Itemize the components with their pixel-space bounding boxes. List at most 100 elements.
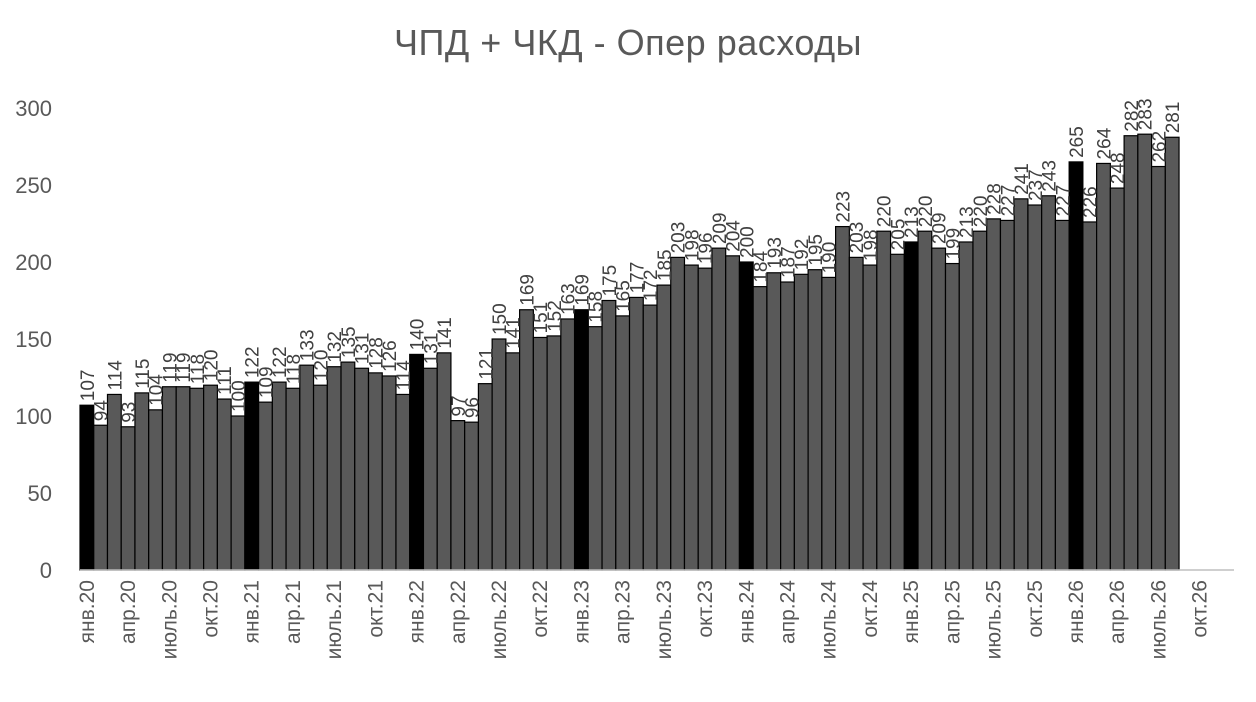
data-label: 131 (421, 333, 442, 365)
data-label: 121 (476, 348, 497, 380)
bar (464, 421, 480, 571)
x-tick-label: окт.26 (1189, 580, 1212, 638)
data-label: 241 (1012, 163, 1033, 195)
data-label: 264 (1094, 127, 1115, 159)
bar (1082, 221, 1098, 571)
data-label: 213 (957, 206, 978, 238)
data-label: 237 (1026, 169, 1047, 201)
bar (807, 269, 823, 571)
bar (986, 218, 1002, 571)
x-tick-label: окт.20 (200, 580, 223, 638)
x-tick-label: янв.25 (900, 580, 923, 643)
bar (546, 335, 562, 571)
bar (312, 384, 328, 571)
x-tick-label: июль.26 (1147, 580, 1170, 659)
data-label: 226 (1081, 186, 1102, 218)
data-label: 135 (339, 326, 360, 358)
data-label: 195 (806, 234, 827, 266)
bar (1054, 219, 1070, 571)
x-tick-label: апр.20 (117, 580, 140, 644)
axes-group: 0 50 100 150 200 250 300 янв.20 апр.20 июль.20 окт… (15, 96, 1234, 659)
data-label: 140 (408, 319, 429, 351)
x-tick-label: июль.24 (818, 580, 841, 660)
data-label: 131 (353, 333, 374, 365)
bar (532, 336, 548, 571)
bar (697, 267, 713, 571)
data-label: 243 (1040, 160, 1061, 192)
bar (395, 393, 411, 571)
data-label: 190 (820, 242, 841, 274)
bar (711, 247, 727, 571)
bar (628, 296, 644, 571)
y-tick-label: 250 (15, 173, 52, 198)
data-label: 192 (792, 239, 813, 271)
data-label: 114 (394, 360, 415, 391)
x-tick-label: апр.22 (447, 580, 470, 644)
data-label: 177 (627, 262, 648, 294)
x-tick-label: апр.26 (1106, 580, 1129, 644)
data-label: 128 (366, 337, 387, 369)
x-tick-label: янв.21 (241, 580, 264, 643)
data-label: 213 (902, 206, 923, 238)
bar (436, 352, 452, 571)
x-tick-label: окт.23 (694, 580, 717, 638)
bar (917, 230, 933, 571)
bar (216, 398, 232, 571)
bar (271, 381, 287, 571)
x-tick-label: июль.22 (488, 580, 511, 659)
bar (958, 241, 974, 571)
x-tick-label: апр.23 (612, 580, 635, 644)
data-label: 122 (270, 346, 291, 378)
data-label: 220 (971, 195, 992, 227)
bar (1123, 135, 1139, 571)
x-tick-label: янв.24 (735, 580, 758, 644)
data-label: 223 (833, 191, 854, 223)
data-label: 203 (847, 222, 868, 254)
bar (573, 309, 589, 571)
bar (862, 264, 878, 571)
x-tick-label: апр.21 (282, 580, 305, 644)
bar (354, 367, 370, 571)
data-label: 120 (311, 349, 332, 381)
data-label: 96 (463, 397, 484, 418)
data-label: 100 (229, 380, 250, 412)
data-label: 169 (517, 274, 538, 306)
data-label: 262 (1149, 131, 1170, 163)
data-label: 114 (105, 360, 126, 391)
bar (560, 318, 576, 571)
y-tick-label: 50 (28, 481, 52, 506)
bar (258, 401, 273, 571)
x-tick-label: янв.20 (76, 580, 99, 643)
bar (367, 372, 383, 571)
bar (505, 352, 521, 571)
bar (766, 272, 782, 571)
x-tick-label: апр.25 (941, 580, 964, 644)
x-tick-label: янв.23 (570, 580, 593, 643)
bar (1068, 161, 1084, 571)
chart-title: ЧПД + ЧКД - Опер расходы (394, 22, 862, 63)
data-label: 209 (710, 212, 731, 244)
bar (230, 415, 246, 571)
data-label: 209 (930, 212, 951, 244)
bar (175, 386, 191, 571)
x-tick-label: окт.25 (1024, 580, 1047, 638)
x-tick-label: апр.24 (777, 580, 800, 644)
bar (656, 284, 672, 571)
data-label: 185 (655, 249, 676, 281)
bar (161, 386, 177, 571)
bar (834, 225, 850, 571)
bar (148, 409, 164, 571)
bar (793, 273, 809, 571)
bar (79, 404, 95, 571)
data-label: 175 (600, 265, 621, 297)
data-label: 199 (943, 228, 964, 260)
bar (752, 286, 768, 571)
data-label: 115 (133, 359, 154, 389)
x-tick-label: окт.22 (529, 580, 552, 638)
data-label: 198 (682, 229, 703, 261)
data-label: 104 (147, 374, 168, 406)
data-label: 165 (614, 280, 635, 312)
y-tick-label: 150 (15, 327, 52, 352)
